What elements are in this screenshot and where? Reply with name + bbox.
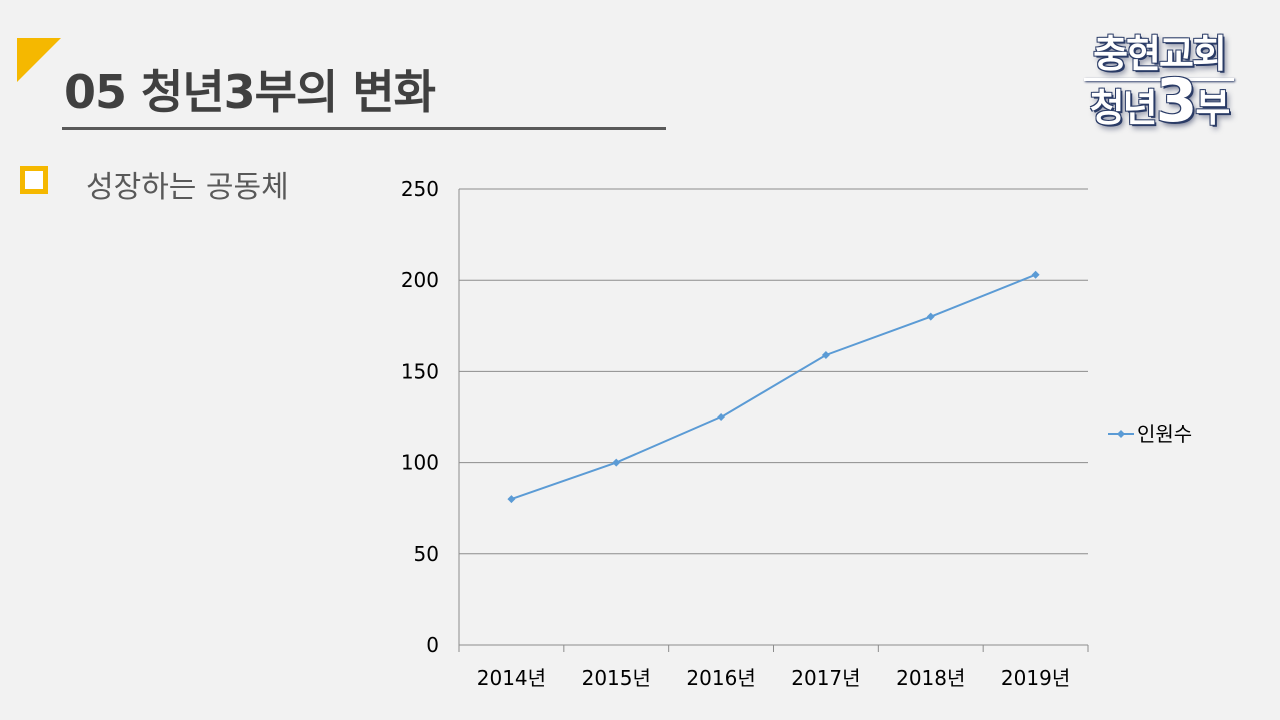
data-point-marker [717, 413, 726, 421]
title-underline [62, 127, 666, 130]
y-tick-label: 150 [401, 359, 439, 383]
legend-marker [1117, 430, 1125, 438]
x-tick-label: 2017년 [791, 666, 860, 690]
y-tick-label: 250 [401, 177, 439, 201]
logo-text-a: 청년 [1089, 86, 1158, 130]
logo-line-church: 충현교회 [1093, 32, 1227, 76]
legend-label: 인원수 [1137, 422, 1192, 446]
series-line [511, 273, 1036, 501]
data-point-marker [612, 458, 621, 467]
y-tick-label: 200 [401, 268, 439, 292]
church-logo: 충현교회 청년3부 [1074, 32, 1244, 132]
data-point-marker [821, 350, 830, 359]
logo-text-number: 3 [1155, 66, 1198, 136]
logo-line-group: 청년3부 [1074, 71, 1244, 132]
y-tick-label: 100 [401, 451, 439, 475]
chart-axes [458, 189, 1089, 652]
slide-title: 05 청년3부의 변화 [64, 65, 436, 119]
chart-series [507, 270, 1040, 504]
x-tick-label: 2019년 [1001, 666, 1070, 690]
data-point-marker [926, 312, 935, 321]
chart-grid [459, 188, 1088, 555]
x-tick-label: 2014년 [477, 666, 546, 690]
y-tick-label: 50 [414, 542, 439, 566]
x-tick-label: 2015년 [582, 666, 651, 690]
chart-legend: 인원수 [1108, 422, 1192, 446]
y-tick-label: 0 [426, 633, 439, 657]
x-tick-label: 2016년 [686, 666, 755, 690]
data-point-marker [1031, 270, 1040, 279]
logo-divider [1084, 78, 1234, 81]
data-point-marker [507, 495, 516, 504]
logo-text-c: 부 [1195, 86, 1230, 130]
bullet-text: 성장하는 공동체 [86, 170, 289, 205]
title-accent-triangle [17, 38, 61, 82]
y-axis-labels: 0 50 100 150 200 250 [401, 177, 439, 657]
x-axis-labels: 2014년 2015년 2016년 2017년 2018년 2019년 [477, 666, 1070, 690]
x-tick-label: 2018년 [896, 666, 965, 690]
bullet-square-icon [20, 166, 48, 194]
